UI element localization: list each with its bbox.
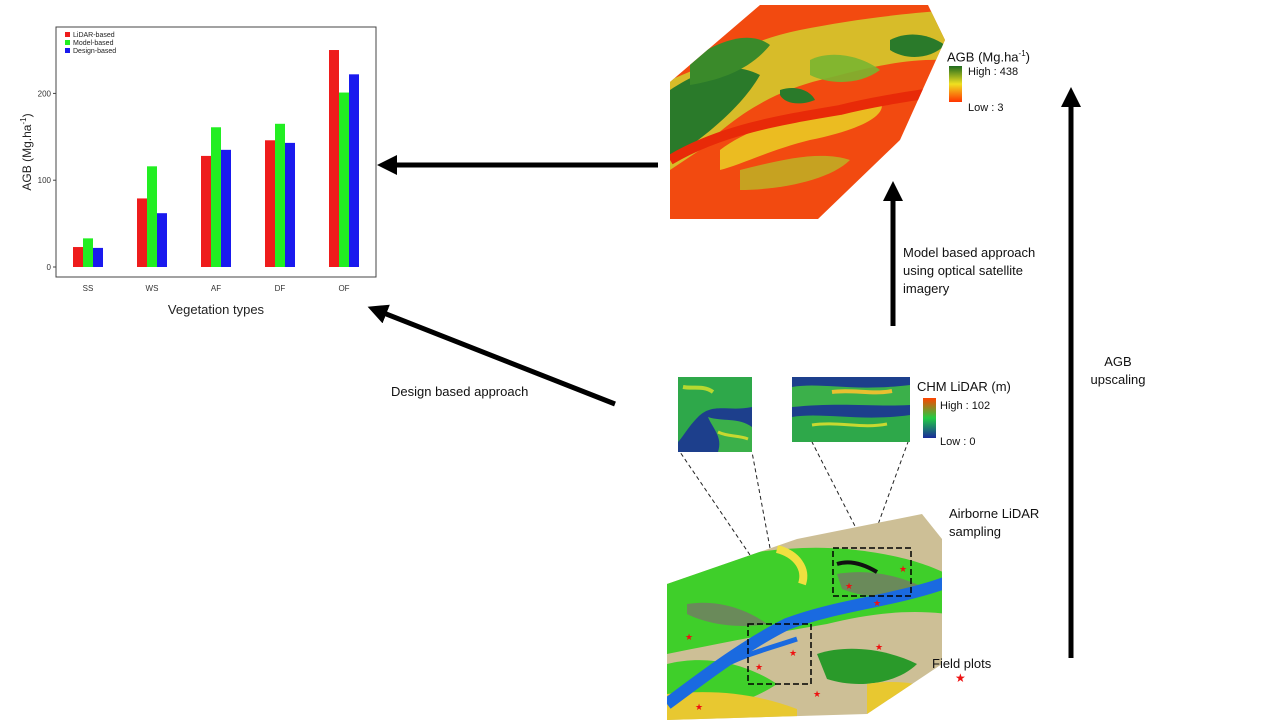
svg-text:★: ★ (685, 632, 693, 642)
x-tick-label: OF (338, 284, 349, 293)
bar-of-design-based (349, 74, 359, 267)
chm-high-label: High : 102 (940, 400, 991, 412)
chm-color-ramp (923, 398, 936, 438)
x-axis-label: Vegetation types (168, 302, 265, 317)
bar-df-lidar-based (265, 140, 275, 267)
bar-df-model-based (275, 123, 285, 267)
chm-low-label: Low : 0 (940, 436, 976, 448)
agb-ramp-svg (949, 66, 962, 102)
design-based-arrow (367, 304, 616, 407)
chm-legend-title: CHM LiDAR (m) (917, 379, 1011, 394)
bar-af-design-based (221, 149, 231, 267)
svg-text:★: ★ (899, 564, 907, 574)
bar-af-lidar-based (201, 155, 211, 267)
agb-color-ramp (949, 66, 962, 102)
chm-inset-right (792, 377, 910, 442)
upscaling-label: AGB upscaling (1088, 353, 1148, 389)
field-plots-label: Field plots (932, 656, 992, 671)
legend-label-model: Model-based (73, 40, 114, 47)
svg-text:★: ★ (789, 648, 797, 658)
field-plot-markers: ★ ★ ★ ★ ★ ★ ★ ★ ★ (685, 564, 907, 712)
bar-group (73, 50, 359, 268)
inset-box-left (747, 623, 812, 685)
model-approach-line-2: using optical satellite (903, 263, 1023, 278)
x-tick-label: DF (275, 284, 286, 293)
y-axis: 0 100 200 (38, 89, 56, 272)
bar-af-model-based (211, 127, 221, 267)
model-approach-label: Model based approach using optical satel… (903, 244, 1035, 298)
svg-text:★: ★ (755, 662, 763, 672)
agb-low-label: Low : 3 (968, 102, 1004, 114)
bar-ss-design-based (93, 247, 103, 267)
svg-text:★: ★ (873, 598, 881, 608)
bar-ss-model-based (83, 238, 93, 267)
legend-swatch-lidar (65, 32, 70, 37)
y-tick-label: 200 (38, 89, 52, 98)
svg-text:★: ★ (695, 702, 703, 712)
vegetation-map: ★ ★ ★ ★ ★ ★ ★ ★ ★ (667, 514, 942, 720)
legend-label-lidar: LiDAR-based (73, 32, 115, 39)
x-tick-label: SS (83, 284, 94, 293)
bar-df-design-based (285, 142, 295, 267)
model-approach-line-1: Model based approach (903, 245, 1036, 260)
chm-inset-left (678, 377, 752, 452)
x-tick-label: WS (146, 284, 159, 293)
agb-map (670, 5, 945, 219)
bar-ws-lidar-based (137, 198, 147, 267)
y-axis-label: AGB (Mg.ha-1) (19, 113, 34, 190)
lidar-sampling-line-2: sampling (949, 524, 1002, 539)
agb-bar-chart: 0 100 200 SS WS AF DF OF LiDAR-based Model-bas… (19, 26, 377, 317)
model-approach-line-3: imagery (903, 281, 950, 296)
legend-label-design: Design-based (73, 48, 116, 55)
svg-text:★: ★ (813, 689, 821, 699)
agb-high-label: High : 438 (968, 66, 1019, 78)
lidar-sampling-label: Airborne LiDAR sampling (949, 505, 1039, 541)
legend-swatch-model (65, 40, 70, 45)
chart-legend: LiDAR-based Model-based Design-based (65, 32, 116, 55)
y-tick-label: 100 (38, 176, 52, 185)
x-tick-label: AF (211, 284, 221, 293)
svg-text:★: ★ (875, 642, 883, 652)
y-tick-label: 0 (47, 263, 52, 272)
bar-of-model-based (339, 92, 349, 267)
connector-right-a (811, 441, 859, 533)
x-axis: SS WS AF DF OF (83, 284, 350, 293)
connector-right-b (875, 441, 909, 531)
field-plot-star-icon: ★ (955, 671, 966, 685)
design-approach-label: Design based approach (391, 384, 529, 399)
bar-of-lidar-based (329, 50, 339, 268)
connector-left-b (751, 451, 771, 549)
upscaling-line-1: AGB (1104, 354, 1132, 369)
upscaling-line-2: upscaling (1090, 372, 1146, 387)
bar-ss-lidar-based (73, 247, 83, 267)
agb-legend-title: AGB (Mg.ha-1) (947, 49, 1030, 65)
inset-box-right (832, 547, 912, 597)
legend-swatch-design (65, 48, 70, 53)
bar-ws-design-based (157, 213, 167, 267)
bar-ws-model-based (147, 166, 157, 267)
svg-text:★: ★ (845, 581, 853, 591)
chm-ramp-svg (923, 398, 936, 438)
lidar-sampling-line-1: Airborne LiDAR (949, 506, 1040, 521)
